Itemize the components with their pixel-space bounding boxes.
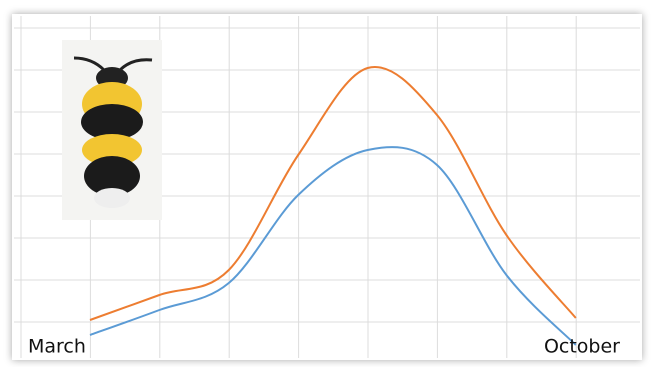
plot-area: March October [28, 65, 620, 358]
x-tick-label: October [544, 336, 620, 358]
x-tick-label: March [28, 336, 86, 358]
series-line [89, 146, 577, 346]
bee-illustration [62, 40, 162, 220]
series-line [89, 65, 577, 321]
